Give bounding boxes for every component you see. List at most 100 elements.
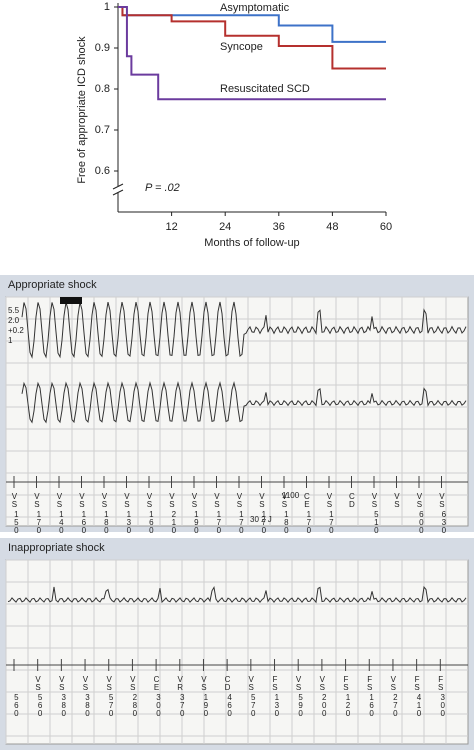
marker-interval: 370 <box>178 693 187 717</box>
marker-interval: 170 <box>259 510 268 534</box>
x-axis-label: Months of follow-up <box>204 237 299 249</box>
marker-interval: 270 <box>391 693 400 717</box>
scale-label: 2.0 <box>8 316 20 325</box>
marker-code: VS <box>32 492 41 508</box>
axis-break <box>112 183 124 190</box>
marker-interval: 180 <box>282 510 291 534</box>
marker-code: FS <box>413 675 422 691</box>
marker-code: VS <box>257 492 266 508</box>
marker-code: VS <box>389 675 398 691</box>
y-tick-label: 0.7 <box>95 124 110 136</box>
marker-code: VS <box>318 675 327 691</box>
strip <box>5 559 469 745</box>
p-value: P = .02 <box>145 182 180 194</box>
marker-interval: 600 <box>417 510 426 534</box>
marker-code: VS <box>55 492 64 508</box>
marker-interval: 280 <box>130 693 139 717</box>
x-tick-label: 60 <box>380 221 392 233</box>
marker-interval: 300 <box>438 693 447 717</box>
marker-interval: 590 <box>296 693 305 717</box>
marker-interval: 170 <box>237 510 246 534</box>
ecg-trace <box>7 585 467 604</box>
marker-interval: 200 <box>320 693 329 717</box>
panel-title: Appropriate shock <box>8 279 97 291</box>
marker-interval: 180 <box>102 510 111 534</box>
y-tick-label: 0.6 <box>95 165 110 177</box>
marker-interval: 380 <box>83 693 92 717</box>
marker-code: CD <box>347 492 356 508</box>
strip-note: 1100 <box>282 491 300 500</box>
marker-code: VS <box>122 492 131 508</box>
strip-note: 30 2 J <box>250 515 272 524</box>
marker-code: FS <box>270 675 279 691</box>
series-label: Asymptomatic <box>220 2 290 14</box>
series-label: Syncope <box>220 41 263 53</box>
marker-code: VS <box>325 492 334 508</box>
marker-interval: 170 <box>327 510 336 534</box>
marker-interval: 570 <box>249 693 258 717</box>
survival-line <box>118 6 386 101</box>
x-tick-label: 12 <box>165 221 177 233</box>
marker-interval: 170 <box>304 510 313 534</box>
marker-code: VS <box>247 675 256 691</box>
scale-label: 5.5 <box>8 306 20 315</box>
marker-code: VS <box>392 492 401 508</box>
marker-interval: 560 <box>36 693 45 717</box>
series-label: Resuscitated SCD <box>220 83 310 95</box>
marker-interval: 170 <box>214 510 223 534</box>
x-tick-label: 36 <box>273 221 285 233</box>
marker-interval: 630 <box>439 510 448 534</box>
axis-break <box>112 189 124 196</box>
marker-code: VS <box>212 492 221 508</box>
scale-label: 1 <box>8 336 13 345</box>
marker-code: CE <box>302 492 311 508</box>
marker-interval: 300 <box>154 693 163 717</box>
marker-code: VS <box>128 675 137 691</box>
marker-code: VS <box>280 492 289 508</box>
marker-interval: 170 <box>34 510 43 534</box>
panel-title: Inappropriate shock <box>8 542 105 554</box>
marker-interval: 160 <box>367 693 376 717</box>
marker-interval: 120 <box>343 693 352 717</box>
marker-code: VS <box>10 492 19 508</box>
marker-code: VS <box>437 492 446 508</box>
marker-code: VS <box>34 675 43 691</box>
marker-code: VS <box>100 492 109 508</box>
y-tick-label: 0.8 <box>95 83 110 95</box>
marker-code: VR <box>176 675 185 691</box>
marker-code: VS <box>105 675 114 691</box>
marker-code: FS <box>436 675 445 691</box>
marker-interval: 570 <box>107 693 116 717</box>
y-tick-label: 1 <box>104 1 110 13</box>
marker-code: VS <box>57 675 66 691</box>
marker-interval: 380 <box>59 693 68 717</box>
marker-code: VS <box>77 492 86 508</box>
marker-code: VS <box>415 492 424 508</box>
scale-label: +0.2 <box>8 326 24 335</box>
marker-interval: 560 <box>12 693 21 717</box>
marker-interval: 140 <box>57 510 66 534</box>
marker-interval: 130 <box>272 693 281 717</box>
marker-code: CE <box>152 675 161 691</box>
marker-interval: 190 <box>192 510 201 534</box>
marker-interval: 130 <box>124 510 133 534</box>
marker-code: VS <box>190 492 199 508</box>
x-tick-label: 48 <box>326 221 338 233</box>
y-axis-label: Free of appropriate ICD shock <box>76 36 88 184</box>
marker-interval: 210 <box>169 510 178 534</box>
marker-code: VS <box>370 492 379 508</box>
axis-break-gap <box>114 186 122 192</box>
marker-interval: 460 <box>225 693 234 717</box>
survival-line <box>118 6 386 70</box>
marker-interval: 190 <box>201 693 210 717</box>
x-tick-label: 24 <box>219 221 231 233</box>
marker-code: VS <box>167 492 176 508</box>
marker-code: VS <box>199 675 208 691</box>
y-tick-label: 0.9 <box>95 42 110 54</box>
marker-interval: 160 <box>147 510 156 534</box>
strip <box>5 296 469 527</box>
marker-code: VS <box>235 492 244 508</box>
marker-interval: 410 <box>415 693 424 717</box>
